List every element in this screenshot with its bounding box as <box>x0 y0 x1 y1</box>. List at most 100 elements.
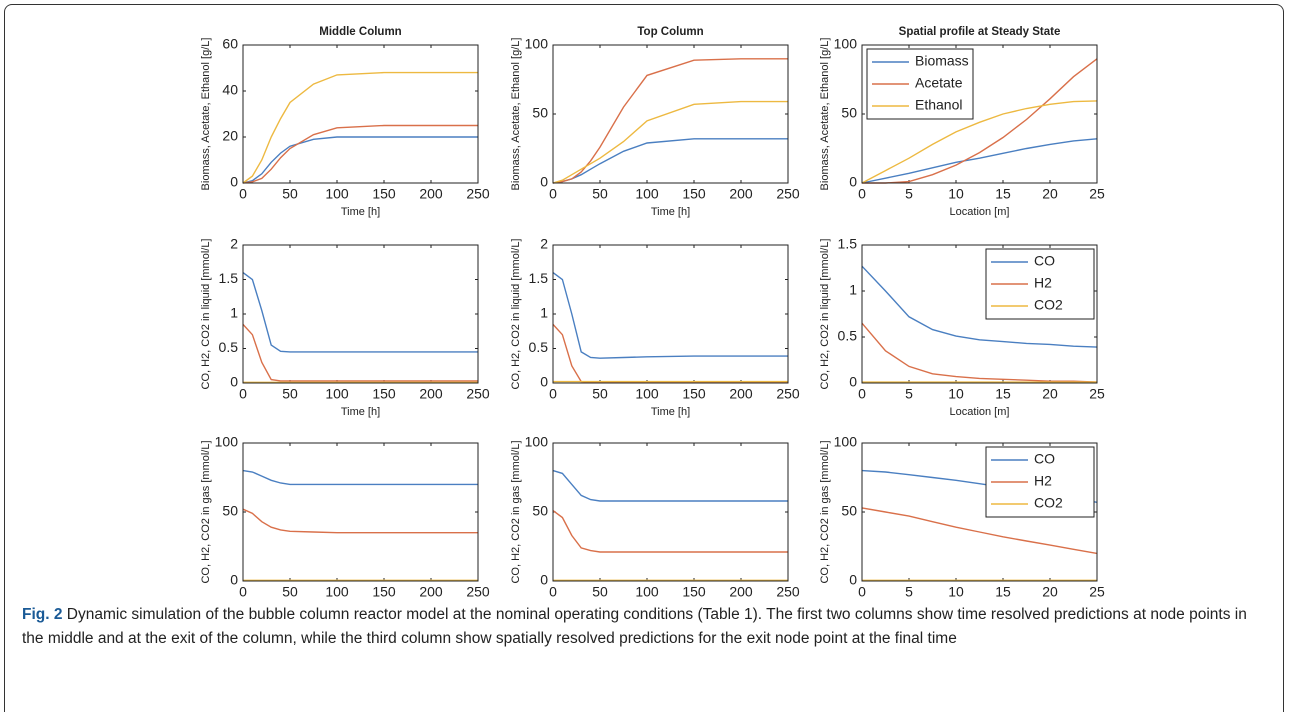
series-line <box>242 508 478 534</box>
y-tick-label: 2 <box>540 236 548 252</box>
plot-frame <box>242 442 479 582</box>
y-axis-label: CO, H2, CO2 in gas [mmol/L] <box>510 440 522 583</box>
y-tick-label: 0 <box>540 174 548 190</box>
y-axis-label: Biomass, Acetate, Ethanol [g/L] <box>510 38 522 191</box>
x-axis-label: Location [m] <box>950 406 1010 418</box>
series-line <box>242 469 478 486</box>
x-tick-label: 100 <box>635 386 659 402</box>
x-tick-label: 10 <box>948 386 964 402</box>
chart-title: Spatial profile at Steady State <box>899 26 1061 38</box>
x-axis-label: Time [h] <box>341 206 380 218</box>
x-tick-label: 200 <box>729 584 753 600</box>
y-tick-label: 0.5 <box>838 328 858 344</box>
y-tick-label: 50 <box>841 105 857 121</box>
x-tick-label: 200 <box>729 186 753 202</box>
y-tick-label: 60 <box>222 36 238 52</box>
x-tick-label: 200 <box>419 584 443 600</box>
x-axis-label: Time [h] <box>651 406 690 418</box>
series-line <box>552 323 788 383</box>
y-tick-label: 1.5 <box>219 270 239 286</box>
y-tick-label: 100 <box>215 434 239 450</box>
series-line <box>552 138 788 184</box>
plot-frame <box>242 244 479 384</box>
x-tick-label: 150 <box>372 186 396 202</box>
plot-frame <box>552 244 789 384</box>
plot-frame <box>861 442 1098 582</box>
series-line <box>552 469 788 502</box>
x-tick-label: 200 <box>729 386 753 402</box>
x-tick-label: 100 <box>635 584 659 600</box>
x-tick-label: 0 <box>858 386 866 402</box>
x-tick-label: 100 <box>325 186 349 202</box>
y-tick-label: 0 <box>849 572 857 588</box>
y-tick-label: 0.5 <box>219 339 239 355</box>
x-tick-label: 150 <box>372 584 396 600</box>
plot-frame <box>552 442 789 582</box>
x-tick-label: 5 <box>905 186 913 202</box>
y-axis-label: CO, H2, CO2 in gas [mmol/L] <box>819 440 831 583</box>
caption: Fig. 2 Dynamic simulation of the bubble … <box>22 603 1272 650</box>
plot-frame <box>552 44 789 184</box>
x-axis-label: Time [h] <box>341 406 380 418</box>
plot-frame <box>242 44 479 184</box>
y-tick-label: 1.5 <box>529 270 549 286</box>
plot-frame <box>861 244 1098 384</box>
y-tick-label: 100 <box>525 434 549 450</box>
x-tick-label: 50 <box>282 186 298 202</box>
x-tick-label: 250 <box>466 186 490 202</box>
legend-label: CO2 <box>1034 297 1063 313</box>
x-tick-label: 15 <box>995 584 1011 600</box>
x-tick-label: 250 <box>776 186 800 202</box>
x-tick-label: 5 <box>905 584 913 600</box>
x-tick-label: 0 <box>549 386 557 402</box>
series-line <box>242 323 478 382</box>
series-line <box>242 71 478 184</box>
series-line <box>552 510 788 553</box>
series-line <box>861 100 1098 184</box>
series-line <box>552 100 788 184</box>
x-tick-label: 50 <box>592 584 608 600</box>
x-tick-label: 250 <box>466 386 490 402</box>
y-tick-label: 1 <box>230 305 238 321</box>
series-line <box>861 265 1098 348</box>
legend-label: CO2 <box>1034 495 1063 511</box>
figure-frame <box>4 4 1284 712</box>
figure: Middle Column Time [h] Biomass, Acetate, E… <box>200 26 1105 600</box>
y-axis-label: Biomass, Acetate, Ethanol [g/L] <box>819 38 831 191</box>
x-axis-label: Location [m] <box>950 206 1010 218</box>
x-tick-label: 25 <box>1089 186 1105 202</box>
x-tick-label: 150 <box>682 584 706 600</box>
y-tick-label: 0 <box>230 374 238 390</box>
chart-title: Middle Column <box>319 26 401 38</box>
series-line <box>242 272 478 353</box>
legend-label: H2 <box>1034 275 1052 291</box>
y-tick-label: 0 <box>849 174 857 190</box>
x-tick-label: 5 <box>905 386 913 402</box>
y-tick-label: 2 <box>230 236 238 252</box>
x-tick-label: 250 <box>776 386 800 402</box>
legend-label: CO <box>1034 253 1055 269</box>
y-axis-label: CO, H2, CO2 in gas [mmol/L] <box>200 440 212 583</box>
x-tick-label: 25 <box>1089 386 1105 402</box>
y-axis-label: CO, H2, CO2 in liquid [mmol/L] <box>819 239 831 390</box>
y-tick-label: 100 <box>525 36 549 52</box>
x-tick-label: 100 <box>325 386 349 402</box>
x-tick-label: 20 <box>1042 186 1058 202</box>
plot-frame <box>861 44 1098 184</box>
y-tick-label: 0 <box>230 174 238 190</box>
y-tick-label: 100 <box>834 434 858 450</box>
y-tick-label: 1 <box>849 282 857 298</box>
y-axis-label: Biomass, Acetate, Ethanol [g/L] <box>200 38 212 191</box>
x-tick-label: 0 <box>239 386 247 402</box>
y-tick-label: 0.5 <box>529 339 549 355</box>
y-tick-label: 100 <box>834 36 858 52</box>
y-tick-label: 1 <box>540 305 548 321</box>
caption-text: Dynamic simulation of the bubble column … <box>22 606 1247 647</box>
x-tick-label: 200 <box>419 386 443 402</box>
x-tick-label: 20 <box>1042 386 1058 402</box>
x-tick-label: 15 <box>995 186 1011 202</box>
x-tick-label: 50 <box>592 186 608 202</box>
series-line <box>861 322 1098 383</box>
y-tick-label: 1.5 <box>838 236 858 252</box>
